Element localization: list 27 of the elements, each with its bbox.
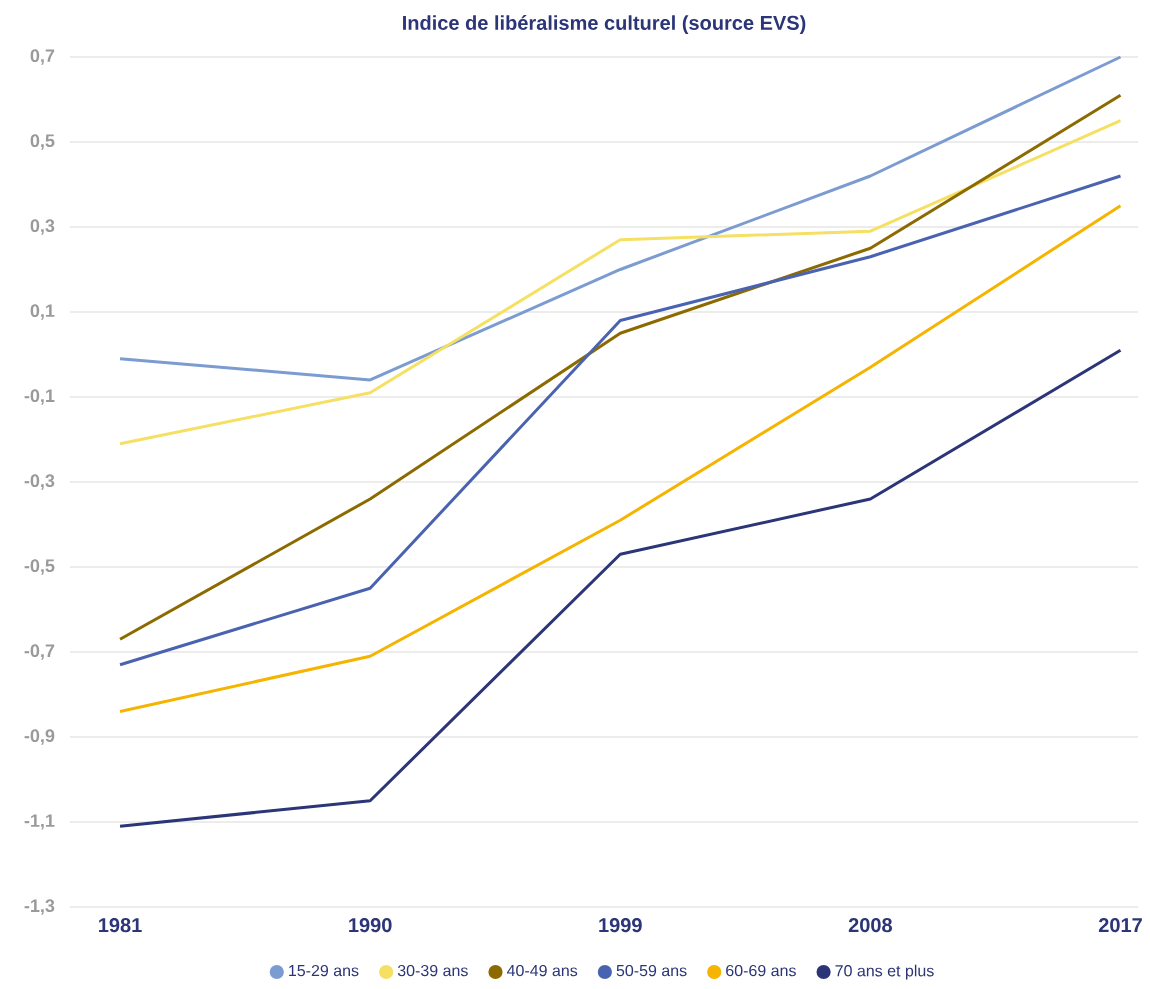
y-tick-label: 0,5: [30, 134, 55, 150]
legend-label: 50-59 ans: [616, 964, 687, 977]
line-series: [118, 119, 1122, 446]
legend-label: 70 ans et plus: [835, 964, 934, 980]
y-tick-label: -0,5: [24, 559, 55, 575]
y-tick-label: -0,7: [24, 644, 55, 660]
chart-title: Indice de libéralisme culturel (source EVS): [403, 15, 806, 34]
x-tick-label: 1999: [599, 918, 642, 933]
legend-label: 30-39 ans: [397, 964, 468, 977]
line-series: [118, 93, 1122, 641]
y-tick-label: -0,1: [24, 389, 55, 405]
x-tick-label: 1981: [99, 918, 142, 933]
x-tick-label: 2017: [1098, 918, 1142, 933]
line-series: [118, 55, 1122, 382]
y-tick-label: -1,3: [24, 899, 55, 915]
legend-label: 60-69 ans: [726, 964, 796, 977]
line-series: [118, 348, 1122, 828]
legend-label: 40-49 ans: [506, 964, 578, 977]
y-tick-label: 0,3: [30, 219, 55, 235]
x-tick-label: 2008: [848, 918, 892, 933]
x-tick-label: 1990: [349, 918, 392, 933]
y-tick-label: 0,7: [30, 49, 55, 65]
y-tick-label: -0,3: [24, 474, 55, 490]
legend-label: 15-29 ans: [289, 964, 359, 977]
y-tick-label: -1,1: [24, 814, 55, 830]
y-tick-label: 0,1: [30, 304, 55, 320]
y-tick-label: -0,9: [24, 729, 55, 745]
